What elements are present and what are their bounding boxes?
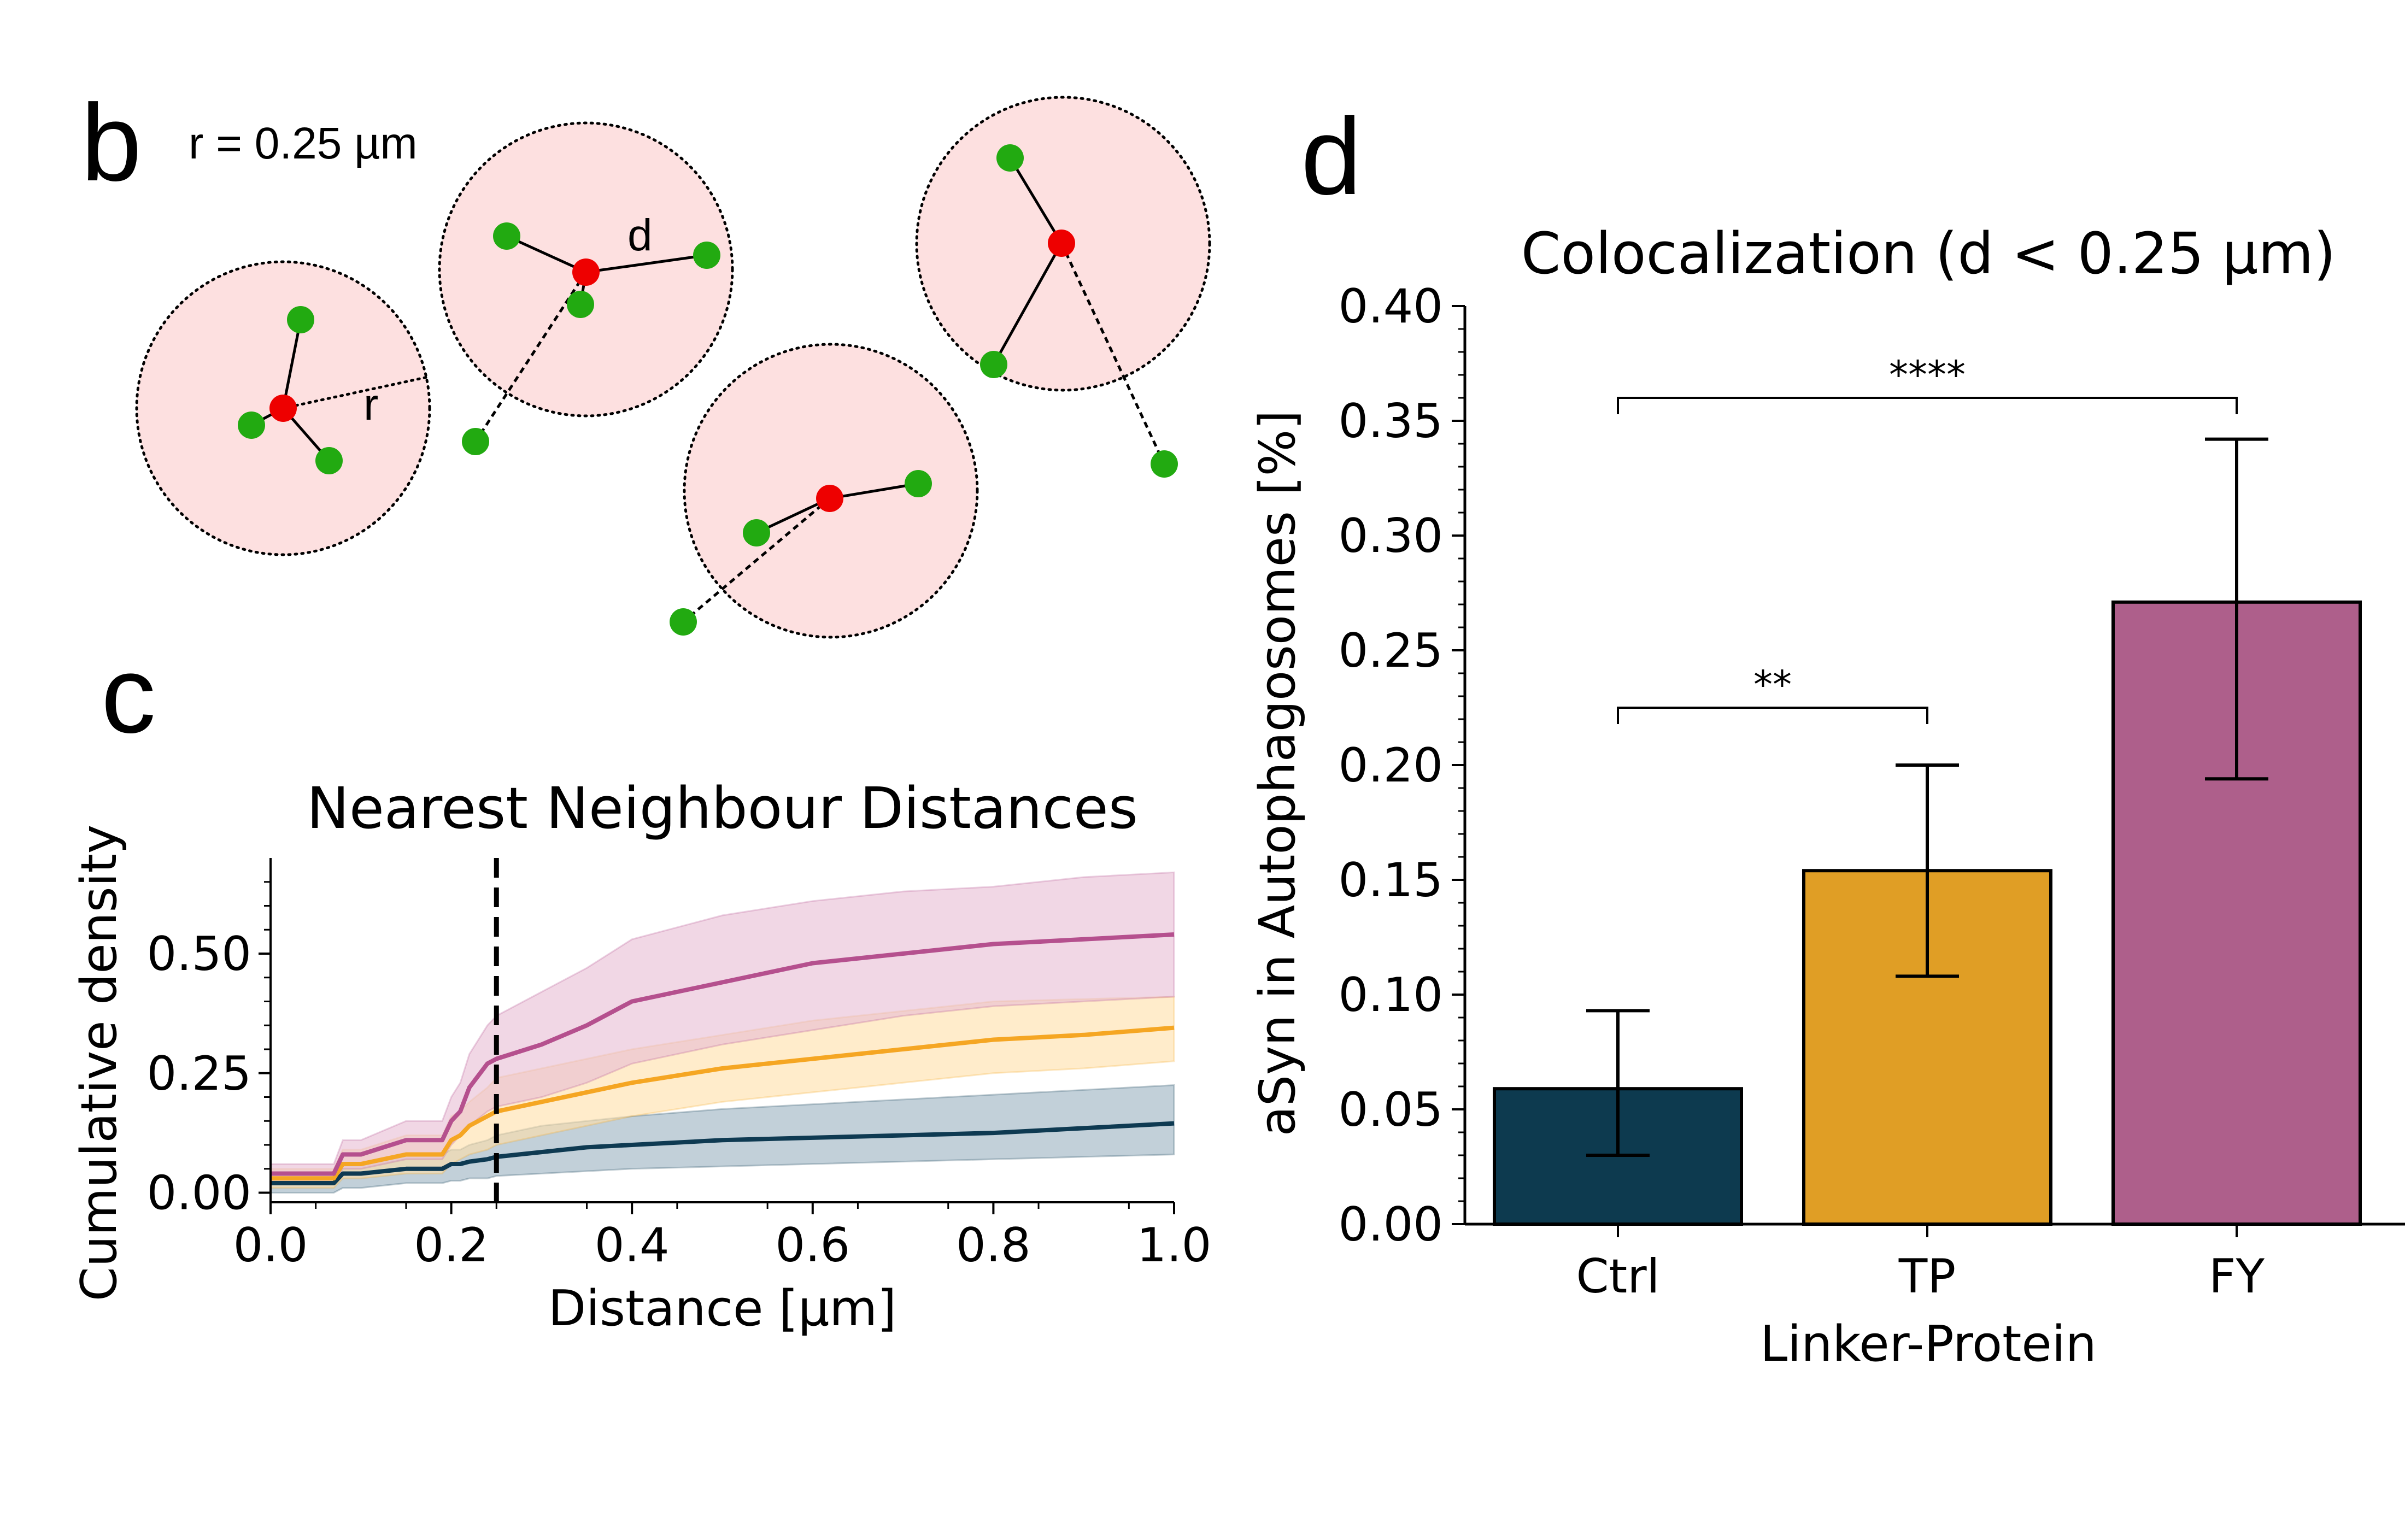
x-tick-label: 0.0 <box>233 1218 308 1273</box>
y-tick-label: 0.25 <box>147 1047 251 1101</box>
significance-brackets: ****** <box>1617 352 2238 724</box>
cluster-2: d <box>438 121 734 455</box>
radius-label: r = 0.25 µm <box>189 119 418 168</box>
panel-letter-d: d <box>1301 96 1362 218</box>
error-bars <box>1586 437 2268 1157</box>
y-tick-label: 0.35 <box>1339 394 1443 449</box>
neighbor-point <box>567 291 594 318</box>
confidence-bands <box>269 871 1175 1194</box>
significance-label: ** <box>1753 662 1792 707</box>
y-tick-label: 0.00 <box>1339 1197 1443 1252</box>
neighbor-point <box>238 412 265 439</box>
significance-bracket <box>1617 397 2238 414</box>
series-0-line <box>271 1121 1175 1185</box>
x-tick-label: FY <box>2209 1249 2265 1304</box>
y-tick-label: 0.05 <box>1339 1083 1443 1137</box>
center-point <box>816 485 843 512</box>
series-lines <box>271 932 1175 1185</box>
neighbor-point <box>287 306 314 333</box>
chart-title: Nearest Neighbour Distances <box>307 775 1138 842</box>
significance-label: **** <box>1889 352 1966 397</box>
y-tick-label: 0.40 <box>1339 279 1443 334</box>
y-tick-label: 0.25 <box>1339 624 1443 678</box>
neighbor-point <box>493 222 520 250</box>
y-tick-label: 0.10 <box>1339 968 1443 1022</box>
radius-line <box>281 375 429 410</box>
axes: 0.0 0.2 0.4 0.6 0.8 1.0 0.00 0.25 0.50 <box>147 858 1212 1273</box>
x-tick-label: 1.0 <box>1137 1218 1212 1273</box>
x-tick-label: 0.8 <box>956 1218 1031 1273</box>
y-axis-label: Cumulative density <box>71 825 128 1301</box>
neighbor-point <box>996 144 1024 172</box>
distance-line <box>281 319 302 409</box>
r-label: r <box>363 380 378 430</box>
distance-line <box>506 234 587 274</box>
neighbor-point <box>315 447 343 474</box>
center-point <box>572 258 600 286</box>
distance-line-external <box>1060 242 1166 465</box>
x-tick-label: Ctrl <box>1576 1249 1659 1304</box>
x-axis-label: Distance [µm] <box>548 1280 896 1337</box>
cluster-1: r <box>135 260 431 556</box>
x-tick-label: 0.4 <box>595 1218 670 1273</box>
x-tick-label: TP <box>1898 1249 1956 1304</box>
series-1-line <box>271 1025 1175 1181</box>
panel-b-schematic: b r = 0.25 µm r d <box>81 82 1211 639</box>
neighbor-point <box>905 470 932 497</box>
neighbor-point <box>693 242 720 269</box>
cluster-3 <box>670 343 979 639</box>
panel-letter-c: c <box>101 634 156 756</box>
d-label: d <box>627 210 653 260</box>
series-2-line <box>271 932 1175 1176</box>
distance-line <box>585 254 707 274</box>
center-point <box>269 395 297 422</box>
distance-line-external <box>682 497 831 623</box>
y-tick-label: 0.00 <box>147 1166 251 1221</box>
x-tick-label: 0.6 <box>775 1218 850 1273</box>
y-axis-label: aSyn in Autophagosomes [%] <box>1249 410 1306 1137</box>
center-point <box>1048 230 1075 257</box>
y-tick-label: 0.15 <box>1339 853 1443 908</box>
significance-bracket <box>1617 707 1928 724</box>
neighbor-point <box>462 428 489 455</box>
y-tick-label: 0.50 <box>147 927 251 981</box>
panel-c-line-chart: c 0.0 0.2 0.4 0.6 0.8 1.0 0.00 0.25 0.50 Nearest… <box>71 634 1211 1337</box>
chart-title: Colocalization (d < 0.25 µm) <box>1521 220 2336 287</box>
neighbor-point <box>743 519 770 546</box>
neighbor-point <box>980 351 1007 378</box>
y-tick-label: 0.30 <box>1339 509 1443 563</box>
panel-letter-b: b <box>81 82 142 204</box>
distance-line <box>992 242 1063 366</box>
distance-line <box>1008 157 1063 244</box>
neighbor-point <box>670 608 697 636</box>
distance-line <box>829 482 919 500</box>
y-tick-label: 0.20 <box>1339 738 1443 793</box>
x-tick-label: 0.2 <box>414 1218 489 1273</box>
x-axis-label: Linker-Protein <box>1760 1315 2097 1373</box>
panel-d-bar-chart: d ****** 0.000.050.100.150.200.250.300.3… <box>1249 96 2405 1373</box>
cluster-4 <box>915 96 1211 478</box>
axes: 0.00 0.05 0.10 0.15 0.20 0.25 0.30 0.35 0.40 Ctrl… <box>1339 279 2405 1304</box>
neighbor-point <box>1151 450 1178 478</box>
